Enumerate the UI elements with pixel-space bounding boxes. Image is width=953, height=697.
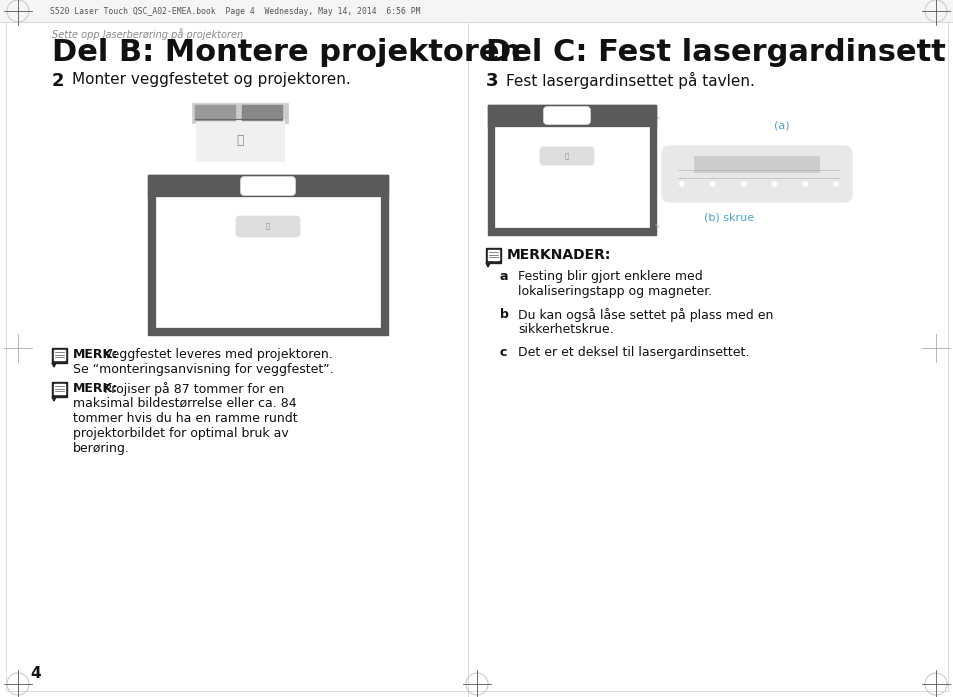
- Text: a: a: [499, 270, 508, 283]
- Bar: [192, 103, 288, 123]
- Text: MERKNADER:: MERKNADER:: [506, 248, 611, 262]
- Text: 4: 4: [30, 666, 41, 680]
- Bar: [54, 384, 65, 394]
- Text: c: c: [499, 346, 507, 359]
- Bar: [195, 119, 284, 161]
- FancyBboxPatch shape: [661, 146, 851, 202]
- Polygon shape: [52, 363, 56, 367]
- FancyBboxPatch shape: [241, 177, 294, 195]
- Circle shape: [771, 181, 776, 187]
- Text: maksimal bildestørrelse eller ca. 84: maksimal bildestørrelse eller ca. 84: [73, 397, 296, 410]
- Circle shape: [833, 181, 838, 187]
- Text: Veggfestet leveres med projektoren.: Veggfestet leveres med projektoren.: [100, 348, 333, 361]
- Text: berøring.: berøring.: [73, 442, 130, 455]
- Text: Del C: Fest lasergardinsett: Del C: Fest lasergardinsett: [485, 38, 944, 67]
- Bar: [148, 175, 388, 197]
- FancyBboxPatch shape: [235, 216, 299, 237]
- Bar: [242, 105, 282, 120]
- Text: Sette opp laserberøring på projektoren: Sette opp laserberøring på projektoren: [52, 28, 243, 40]
- Text: MERK:: MERK:: [73, 382, 118, 395]
- Circle shape: [679, 181, 684, 187]
- Bar: [495, 127, 648, 227]
- Bar: [485, 248, 500, 263]
- Bar: [488, 105, 656, 235]
- FancyBboxPatch shape: [539, 147, 594, 165]
- FancyBboxPatch shape: [543, 107, 589, 124]
- Circle shape: [740, 181, 745, 187]
- Bar: [693, 156, 818, 172]
- Bar: [52, 348, 67, 363]
- Bar: [54, 350, 65, 360]
- Text: ⚿: ⚿: [236, 134, 244, 146]
- Text: MERK:: MERK:: [73, 348, 118, 361]
- Text: 3: 3: [485, 72, 498, 90]
- Circle shape: [710, 181, 715, 187]
- Bar: [52, 382, 67, 397]
- Text: Projiser på 87 tommer for en: Projiser på 87 tommer for en: [100, 382, 284, 396]
- Text: sikkerhetskrue.: sikkerhetskrue.: [517, 323, 613, 336]
- Bar: [148, 175, 388, 335]
- Bar: [194, 105, 234, 120]
- Bar: [488, 250, 498, 260]
- Text: lokaliseringstapp og magneter.: lokaliseringstapp og magneter.: [517, 285, 712, 298]
- Text: tommer hvis du ha en ramme rundt: tommer hvis du ha en ramme rundt: [73, 412, 297, 425]
- Text: S520 Laser Touch QSC_A02-EMEA.book  Page 4  Wednesday, May 14, 2014  6:56 PM: S520 Laser Touch QSC_A02-EMEA.book Page …: [50, 6, 420, 15]
- Text: Du kan også låse settet på plass med en: Du kan også låse settet på plass med en: [517, 308, 773, 322]
- Text: 2: 2: [52, 72, 65, 90]
- Text: (a): (a): [773, 120, 789, 130]
- Text: (b) skrue: (b) skrue: [703, 212, 753, 222]
- Text: Festing blir gjort enklere med: Festing blir gjort enklere med: [517, 270, 702, 283]
- Polygon shape: [485, 263, 490, 267]
- Text: projektorbildet for optimal bruk av: projektorbildet for optimal bruk av: [73, 427, 289, 440]
- Text: Se “monteringsanvisning for veggfestet”.: Se “monteringsanvisning for veggfestet”.: [73, 363, 334, 376]
- Text: Fest lasergardinsettet på tavlen.: Fest lasergardinsettet på tavlen.: [505, 72, 754, 89]
- Bar: [156, 197, 379, 327]
- FancyBboxPatch shape: [659, 104, 857, 244]
- Text: ⚿: ⚿: [266, 223, 270, 229]
- Polygon shape: [52, 397, 56, 401]
- Text: Monter veggfestetet og projektoren.: Monter veggfestetet og projektoren.: [71, 72, 351, 87]
- Circle shape: [801, 181, 807, 187]
- Text: Det er et deksel til lasergardinsettet.: Det er et deksel til lasergardinsettet.: [517, 346, 749, 359]
- Bar: [0, 0, 953, 22]
- Text: Del B: Montere projektoren: Del B: Montere projektoren: [52, 38, 520, 67]
- Bar: [488, 105, 656, 127]
- Text: b: b: [499, 308, 508, 321]
- Text: ⚿: ⚿: [564, 153, 569, 160]
